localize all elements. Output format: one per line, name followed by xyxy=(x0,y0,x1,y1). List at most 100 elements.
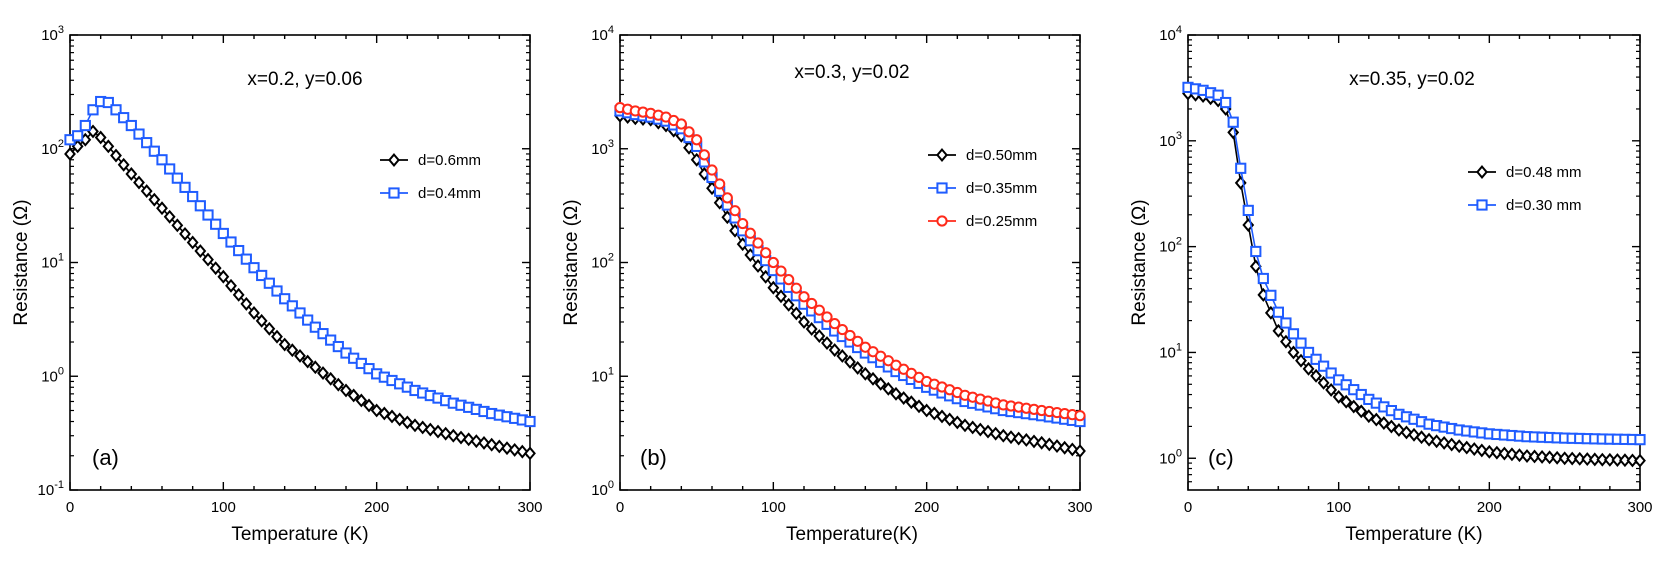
data-point xyxy=(186,235,199,250)
data-point xyxy=(783,274,795,286)
legend-label: d=0.50mm xyxy=(966,147,1037,164)
data-point xyxy=(278,337,291,352)
data-point xyxy=(1551,450,1564,465)
data-point xyxy=(516,444,529,459)
data-point xyxy=(1506,447,1518,462)
data-point xyxy=(1020,433,1033,447)
data-point xyxy=(524,415,536,428)
data-point xyxy=(767,280,780,295)
data-point xyxy=(1596,452,1609,467)
legend-marker xyxy=(388,187,400,199)
data-point xyxy=(1310,353,1322,365)
data-point xyxy=(790,282,802,294)
data-point xyxy=(125,167,138,181)
data-point xyxy=(271,285,283,297)
data-point xyxy=(836,349,849,363)
data-point xyxy=(1536,449,1548,464)
data-point xyxy=(714,178,726,190)
data-point xyxy=(928,406,941,421)
legend-marker xyxy=(936,215,948,227)
data-point xyxy=(1543,450,1556,465)
data-point xyxy=(1558,451,1571,466)
data-point xyxy=(1490,445,1503,460)
data-point xyxy=(1051,439,1063,454)
data-point xyxy=(1603,452,1616,467)
data-point xyxy=(798,291,810,303)
data-point xyxy=(271,329,283,344)
data-point xyxy=(332,340,344,353)
x-tick-label: 100 xyxy=(1326,499,1351,516)
x-tick-label: 0 xyxy=(1184,499,1192,516)
x-tick-label: 300 xyxy=(517,499,542,516)
data-point xyxy=(1611,453,1624,467)
data-point xyxy=(485,437,498,452)
data-point xyxy=(821,311,833,323)
data-point xyxy=(347,388,360,403)
data-point xyxy=(248,306,260,320)
legend-label: d=0.6mm xyxy=(418,152,481,169)
data-point xyxy=(309,321,321,333)
data-point xyxy=(1250,245,1262,258)
y-axis-title: Resistance (Ω) xyxy=(11,199,32,325)
data-point xyxy=(1325,382,1338,397)
legend-label: d=0.35mm xyxy=(966,180,1037,197)
panel-title: x=0.2, y=0.06 xyxy=(247,69,362,90)
data-point xyxy=(286,343,299,358)
data-point xyxy=(882,381,895,396)
y-tick-label: 102 xyxy=(1159,236,1182,256)
legend-marker xyxy=(936,182,948,194)
data-point xyxy=(775,265,787,277)
data-point xyxy=(951,415,964,430)
data-point xyxy=(813,304,825,316)
data-point xyxy=(141,137,153,149)
series-line xyxy=(69,100,531,423)
data-point xyxy=(317,328,329,340)
y-tick-label: 100 xyxy=(591,479,614,499)
legend-marker xyxy=(936,148,948,162)
data-point xyxy=(737,217,749,230)
data-point xyxy=(133,175,145,190)
data-point xyxy=(225,278,237,293)
data-point xyxy=(1310,368,1322,383)
data-point xyxy=(202,252,214,267)
data-point xyxy=(79,119,91,132)
data-point xyxy=(478,435,490,450)
y-tick-label: 10-1 xyxy=(38,479,64,499)
data-point xyxy=(1005,430,1017,445)
data-point xyxy=(1430,434,1443,449)
data-point xyxy=(805,322,818,336)
data-point xyxy=(117,157,130,172)
data-point xyxy=(110,104,122,116)
data-point xyxy=(1212,89,1224,101)
data-point xyxy=(775,289,787,304)
data-point xyxy=(1272,306,1285,318)
data-point xyxy=(133,128,145,140)
data-point xyxy=(1634,453,1646,468)
x-axis-title: Temperature(K) xyxy=(786,524,918,545)
data-point xyxy=(255,313,268,328)
legend-entry: d=0.6mm xyxy=(380,152,481,169)
x-axis-title: Temperature (K) xyxy=(231,524,368,545)
data-point xyxy=(806,297,818,310)
data-point xyxy=(721,192,733,204)
data-point xyxy=(1355,404,1368,419)
legend-label: d=0.48 mm xyxy=(1506,164,1581,181)
data-point xyxy=(194,244,207,258)
legend-entry: d=0.50mm xyxy=(928,147,1037,164)
data-point xyxy=(1438,435,1451,450)
data-point xyxy=(1468,442,1481,456)
data-point xyxy=(1377,416,1390,431)
legend-entry: d=0.35mm xyxy=(928,180,1037,197)
data-point xyxy=(493,439,506,454)
data-point xyxy=(1528,449,1541,464)
panel-title: x=0.35, y=0.02 xyxy=(1349,69,1475,90)
data-point xyxy=(240,253,252,265)
data-point xyxy=(1257,272,1269,285)
data-point xyxy=(110,148,122,163)
data-point xyxy=(852,335,864,347)
data-point xyxy=(64,147,76,161)
data-point xyxy=(821,336,833,350)
data-point xyxy=(1058,440,1071,455)
legend-label: d=0.4mm xyxy=(418,185,481,202)
